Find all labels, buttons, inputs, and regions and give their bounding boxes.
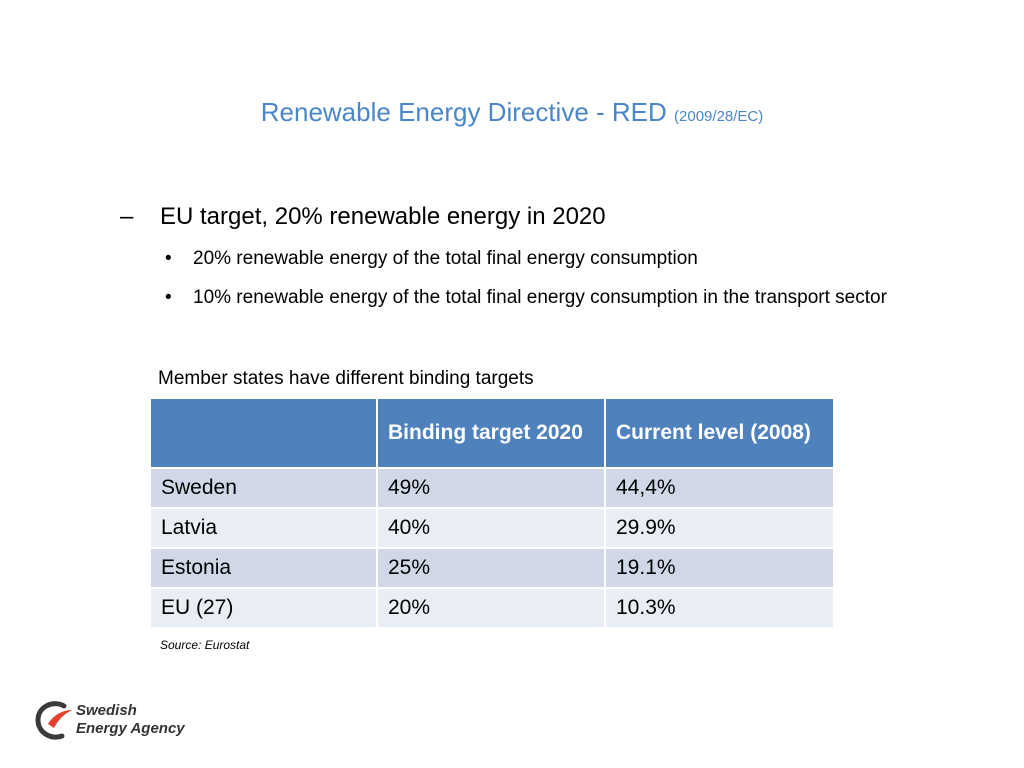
cell-current-level: 19.1% <box>604 547 835 589</box>
cell-country: EU (27) <box>149 587 378 629</box>
dash-marker: – <box>120 203 134 230</box>
sub-bullet-text: 20% renewable energy of the total final … <box>193 248 698 269</box>
cell-binding-target: 20% <box>376 587 606 629</box>
logo-swirl-icon <box>35 701 72 740</box>
table-caption: Member states have different binding tar… <box>158 368 534 389</box>
header-cell-binding-target: Binding target 2020 <box>376 397 606 469</box>
bullet-marker: • <box>165 287 172 308</box>
swedish-energy-agency-logo: Swedish Energy Agency <box>34 698 194 744</box>
cell-binding-target: 25% <box>376 547 606 589</box>
source-note: Source: Eurostat <box>160 638 250 652</box>
sub-bullet: • 20% renewable energy of the total fina… <box>165 246 965 272</box>
cell-country: Latvia <box>149 507 378 549</box>
binding-targets-table: Binding target 2020 Current level (2008)… <box>149 397 835 629</box>
cell-country: Estonia <box>149 547 378 589</box>
table-row: EU (27) 20% 10.3% <box>149 587 835 629</box>
cell-binding-target: 49% <box>376 467 606 509</box>
sub-bullet: • 10% renewable energy of the total fina… <box>165 285 965 311</box>
sub-bullet-text: 10% renewable energy of the total final … <box>193 287 887 308</box>
logo-line-1: Swedish <box>76 702 137 719</box>
header-cell-country <box>149 397 378 469</box>
table-row: Sweden 49% 44,4% <box>149 467 835 509</box>
table-row: Estonia 25% 19.1% <box>149 547 835 589</box>
cell-country: Sweden <box>149 467 378 509</box>
cell-current-level: 10.3% <box>604 587 835 629</box>
title-subtitle: (2009/28/EC) <box>674 108 764 125</box>
cell-binding-target: 40% <box>376 507 606 549</box>
cell-current-level: 44,4% <box>604 467 835 509</box>
logo-text: Swedish Energy Agency <box>76 702 185 738</box>
table-row: Latvia 40% 29.9% <box>149 507 835 549</box>
logo-line-2: Energy Agency <box>76 720 185 737</box>
header-cell-current-level: Current level (2008) <box>604 397 835 469</box>
cell-current-level: 29.9% <box>604 507 835 549</box>
main-bullet-text: EU target, 20% renewable energy in 2020 <box>160 203 606 230</box>
slide-title: Renewable Energy Directive - RED (2009/2… <box>0 95 1024 134</box>
title-main: Renewable Energy Directive - RED <box>260 97 667 127</box>
main-bullet: – EU target, 20% renewable energy in 202… <box>120 200 980 234</box>
bullet-marker: • <box>165 248 172 269</box>
table-header-row: Binding target 2020 Current level (2008) <box>149 397 835 469</box>
